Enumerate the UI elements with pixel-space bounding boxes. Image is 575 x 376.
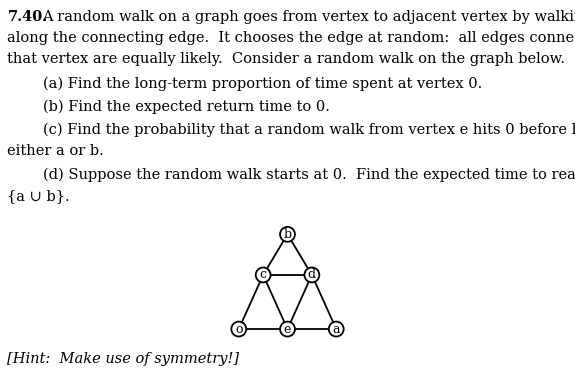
Text: that vertex are equally likely.  Consider a random walk on the graph below.: that vertex are equally likely. Consider… [7,52,565,66]
Text: o: o [235,323,243,335]
Circle shape [231,321,246,337]
Text: (d) Suppose the random walk starts at 0.  Find the expected time to reach: (d) Suppose the random walk starts at 0.… [43,168,575,182]
Text: (a) Find the long-term proportion of time spent at vertex 0.: (a) Find the long-term proportion of tim… [43,76,482,91]
Text: c: c [260,268,267,281]
Circle shape [280,227,295,242]
Text: along the connecting edge.  It chooses the edge at random:  all edges connecting: along the connecting edge. It chooses th… [7,31,575,45]
Circle shape [304,267,319,282]
Text: either a or b.: either a or b. [7,144,104,158]
Text: d: d [308,268,316,281]
Circle shape [280,321,295,337]
Text: A random walk on a graph goes from vertex to adjacent vertex by walking: A random walk on a graph goes from verte… [42,10,575,24]
Text: e: e [284,323,291,335]
Text: 7.40.: 7.40. [7,10,48,24]
Text: [Hint:  Make use of symmetry!]: [Hint: Make use of symmetry!] [7,352,240,366]
Text: (c) Find the probability that a random walk from vertex e hits 0 before hitting: (c) Find the probability that a random w… [43,123,575,137]
Text: b: b [283,228,292,241]
Circle shape [256,267,271,282]
Text: (b) Find the expected return time to 0.: (b) Find the expected return time to 0. [43,100,330,114]
Circle shape [329,321,344,337]
Text: a: a [332,323,340,335]
Text: {a ∪ b}.: {a ∪ b}. [7,189,70,203]
